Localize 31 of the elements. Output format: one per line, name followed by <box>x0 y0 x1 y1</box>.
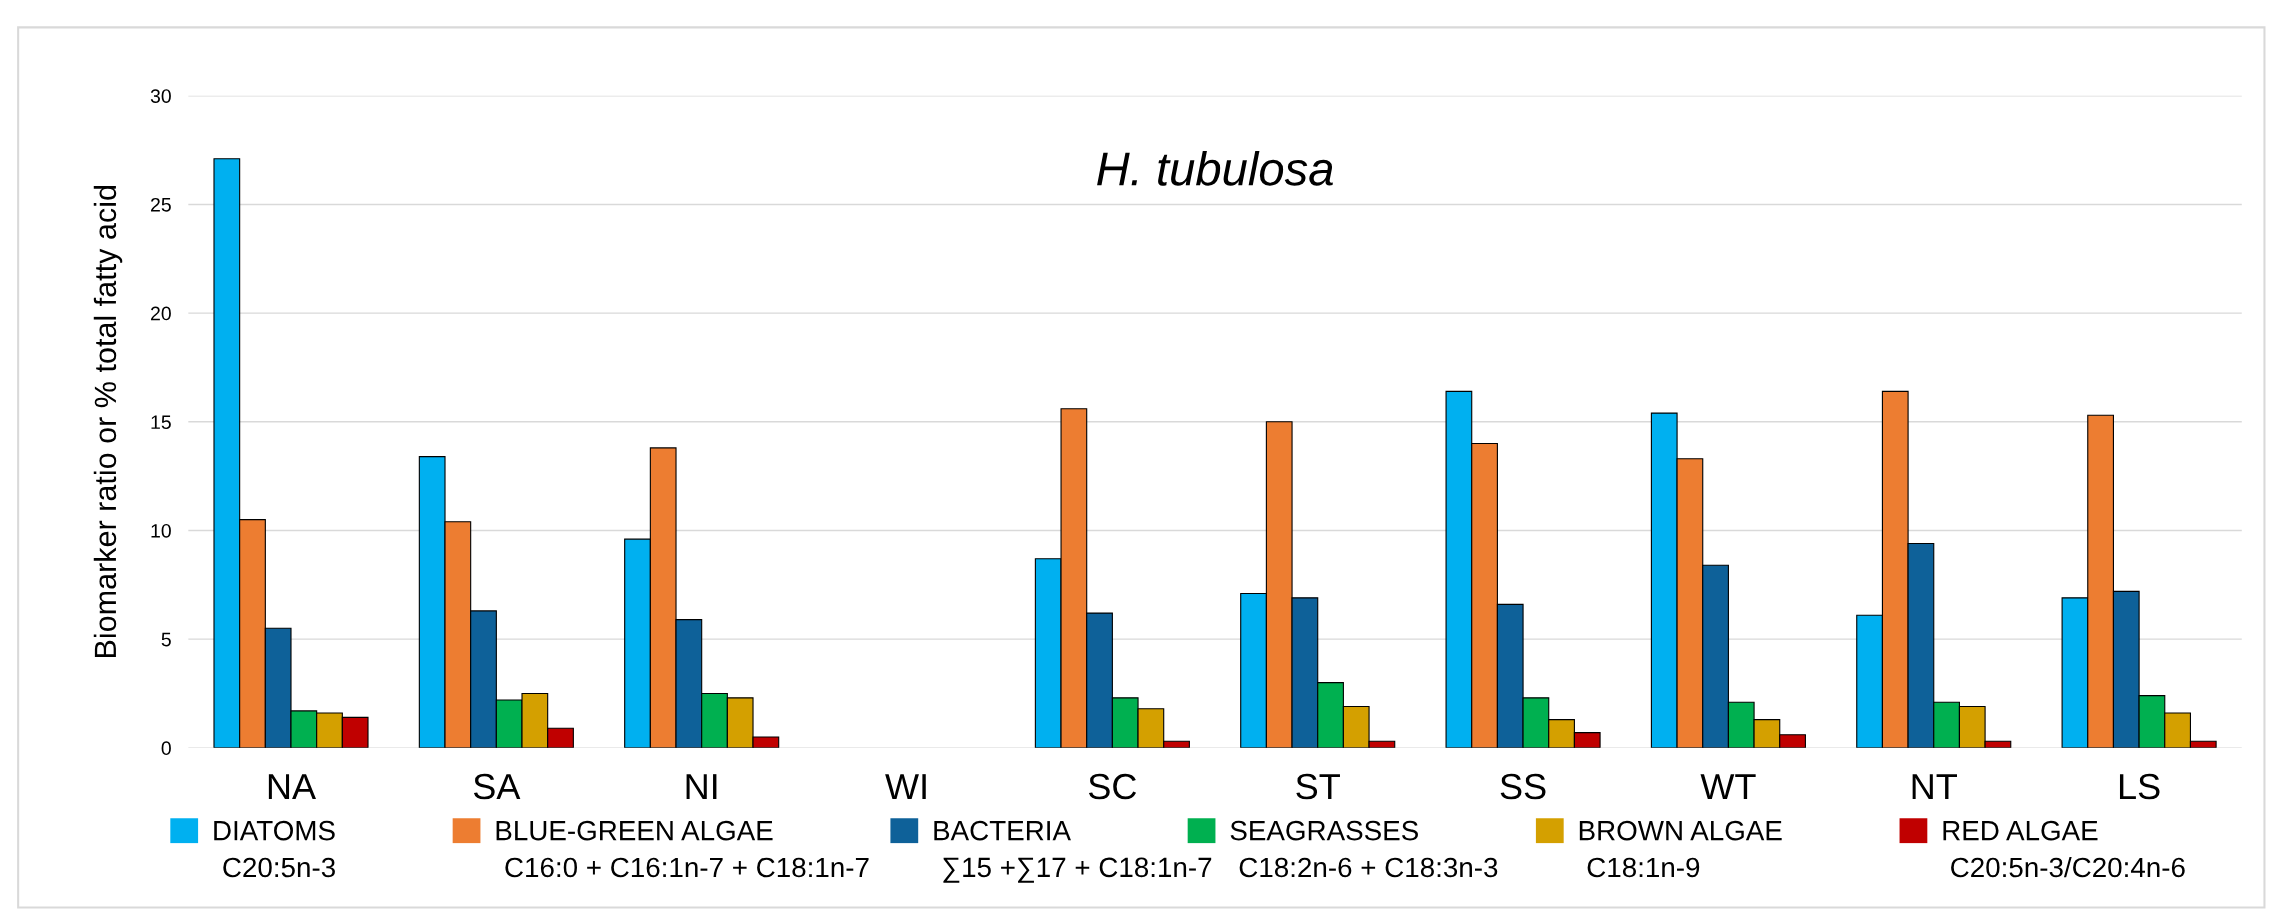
legend-label: RED ALGAE <box>1943 820 2098 841</box>
y-axis-title: Biomarker ratio or % total fatty acid <box>93 186 123 658</box>
y-tick-label: 20 <box>151 306 171 321</box>
text: C18:1n-9 <box>1587 857 1700 878</box>
x-tick-label: ST <box>1296 773 1340 800</box>
y-tick-label: 25 <box>151 197 171 212</box>
y-tick-label: 0 <box>161 741 171 756</box>
y-tick-label: 5 <box>161 632 171 647</box>
legend-label: BROWN ALGAE <box>1579 820 1782 841</box>
y-tick-label: 10 <box>151 523 171 538</box>
legend-label: BLUE-GREEN ALGAE <box>496 820 773 841</box>
text: C18:2n-6 + C18:3n-3 <box>1239 857 1498 878</box>
text: ∑15 +∑17 + C18:1n-7 <box>943 857 1212 883</box>
text: C16:0 + C16:1n-7 + C18:1n-7 <box>505 857 869 878</box>
legend-label: SEAGRASSES <box>1230 820 1418 841</box>
y-tick-label: 30 <box>150 89 171 103</box>
x-tick-label: NT <box>1912 774 1957 800</box>
x-tick-label: NA <box>268 774 317 800</box>
legend-label: BACTERIA <box>934 820 1071 841</box>
x-tick-label: SS <box>1500 773 1546 800</box>
text: C20:5n-3/C20:4n-6 <box>1951 856 2185 878</box>
x-tick-label: SC <box>1088 773 1137 800</box>
text: H. tubulosa <box>1097 151 1333 186</box>
legend-label: DIATOMS <box>214 820 335 841</box>
y-tick-label: 15 <box>151 415 171 430</box>
x-tick-label: WI <box>885 774 926 800</box>
text: C20:5n-3 <box>223 857 335 878</box>
x-tick-label: NI <box>686 774 717 800</box>
x-tick-label: SA <box>473 773 521 800</box>
x-tick-label: WT <box>1700 774 1756 800</box>
x-tick-label: LS <box>2119 773 2160 800</box>
